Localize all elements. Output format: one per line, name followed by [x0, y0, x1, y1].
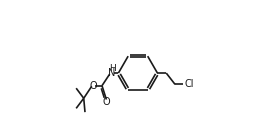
Text: H: H [109, 64, 116, 73]
Text: O: O [89, 81, 97, 91]
Text: O: O [103, 97, 110, 107]
Text: N: N [108, 68, 115, 78]
Text: Cl: Cl [184, 79, 194, 89]
